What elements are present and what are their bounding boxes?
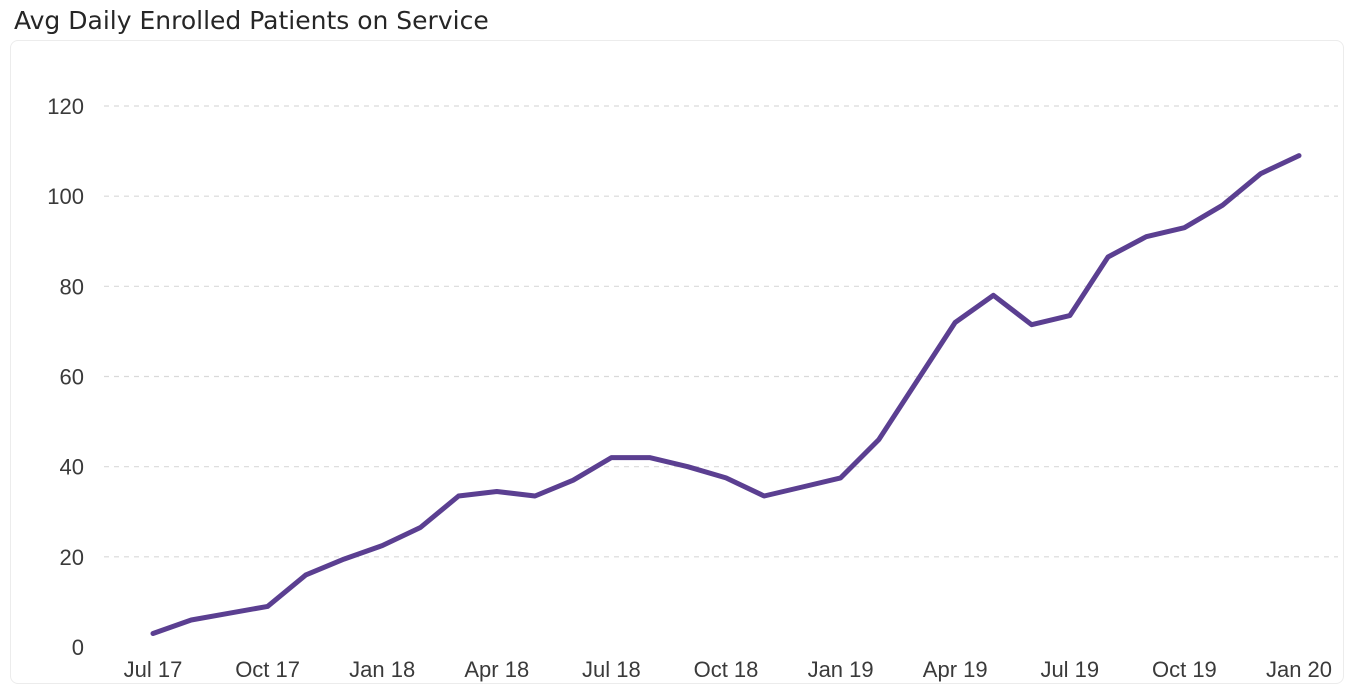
series-line	[150, 153, 1302, 636]
y-tick-label: 20	[60, 545, 84, 570]
x-tick-label: Jul 18	[582, 657, 641, 682]
x-tick-label: Oct 17	[235, 657, 300, 682]
y-tick-label: 60	[60, 365, 84, 390]
y-tick-label: 100	[47, 184, 84, 209]
x-tick-label: Oct 19	[1152, 657, 1217, 682]
y-tick-label: 80	[60, 274, 84, 299]
x-tick-label: Apr 19	[923, 657, 988, 682]
gridlines	[104, 105, 1338, 558]
chart-title: Avg Daily Enrolled Patients on Service	[14, 6, 489, 35]
y-axis-ticks: 0 20 40 60 80 100 120	[47, 94, 84, 660]
x-tick-label: Jan 19	[808, 657, 874, 682]
chart-panel	[10, 40, 1344, 684]
x-axis-ticks: Jul 17 Oct 17 Jan 18 Apr 18 Jul 18 Oct 18 Jan …	[124, 657, 1332, 682]
x-tick-label: Jan 18	[349, 657, 415, 682]
y-tick-label: 40	[60, 455, 84, 480]
x-tick-label: Jul 17	[124, 657, 183, 682]
series-layer	[150, 153, 1302, 636]
x-tick-label: Apr 18	[464, 657, 529, 682]
x-tick-label: Jan 20	[1266, 657, 1332, 682]
x-tick-label: Oct 18	[694, 657, 759, 682]
y-tick-label: 120	[47, 94, 84, 119]
x-tick-label: Jul 19	[1040, 657, 1099, 682]
data-points	[151, 154, 1301, 636]
y-tick-label: 0	[72, 635, 84, 660]
